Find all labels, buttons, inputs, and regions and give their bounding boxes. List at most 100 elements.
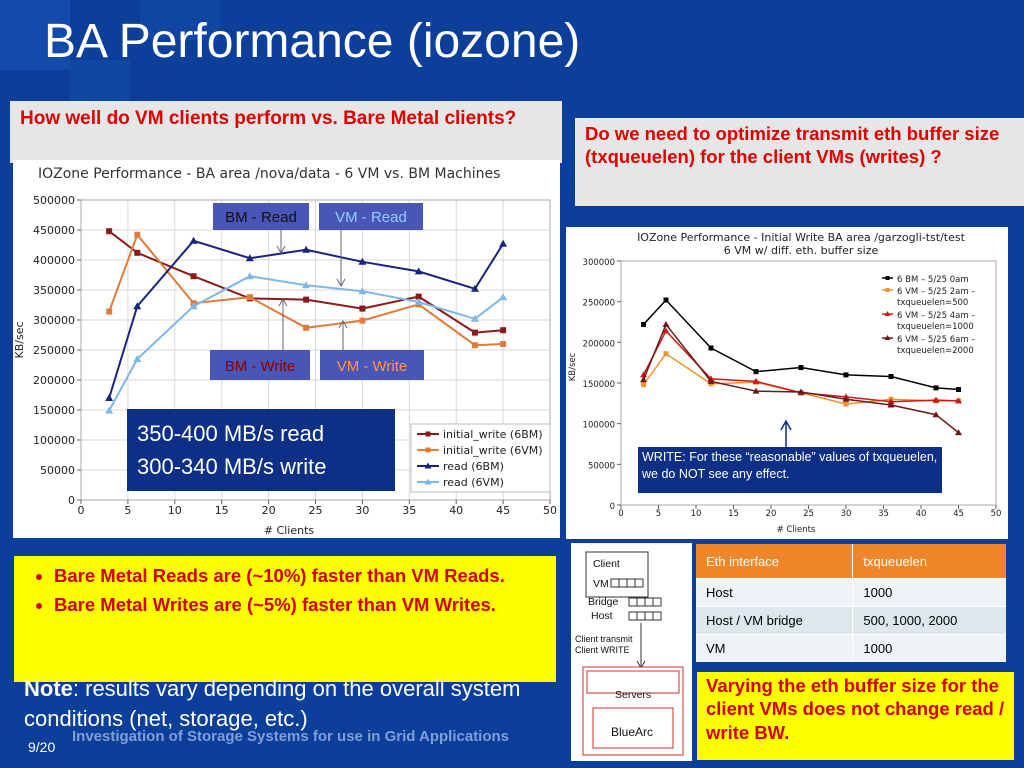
data-point [955, 429, 962, 436]
eth-col-header: Eth interface [696, 544, 854, 579]
data-point [956, 387, 961, 393]
bm-write-arrowhead [278, 297, 288, 307]
data-point [470, 284, 479, 292]
legend-marker [884, 335, 891, 340]
x-tick-label: 25 [803, 509, 814, 519]
bluearc-label: BlueArc [611, 725, 653, 739]
topology-svg: Client VM Bridge Host Client transmit Cl… [575, 551, 684, 756]
right-chart-ylabel: KB/sec [568, 352, 578, 381]
data-point [640, 376, 647, 383]
data-point [641, 321, 646, 327]
data-point [499, 239, 508, 247]
y-tick-label: 200000 [583, 339, 615, 349]
eth-cell: Host [696, 578, 854, 607]
x-tick-label: 5 [656, 509, 661, 519]
bm-read-label: BM - Read [225, 209, 297, 226]
client-label: Client [593, 558, 620, 570]
write-annotation-box [638, 447, 942, 493]
y-tick-label: 100000 [33, 434, 75, 447]
x-tick-label: 25 [309, 504, 323, 517]
write-annotation-text: WRITE: For these “reasonable” values of … [642, 450, 938, 481]
left-chart-ylabel: KB/sec [13, 321, 26, 358]
legend-label: 6 VM – 5/25 2am – [897, 287, 976, 297]
data-point [932, 411, 940, 418]
data-point [887, 401, 895, 408]
x-tick-label: 10 [168, 504, 182, 517]
legend-marker [424, 478, 432, 485]
left-chart-panel: IOZone Performance - BA area /nova/data … [13, 160, 560, 538]
bridge-buffer [628, 597, 662, 607]
data-point [471, 329, 478, 336]
finding-1: Bare Metal Reads are (~10%) faster than … [54, 564, 556, 587]
y-tick-label: 150000 [33, 404, 75, 417]
page-number: 9/20 [28, 739, 56, 755]
data-point [245, 254, 254, 262]
vm-write-box [320, 350, 424, 380]
summary-line2: 300-340 MB/s write [137, 454, 327, 479]
data-point [663, 351, 669, 357]
table-row: Host / VM bridge 500, 1000, 2000 [696, 606, 1006, 635]
findings-list: Bare Metal Reads are (~10%) faster than … [14, 564, 556, 617]
data-point [415, 293, 422, 300]
slide-title: BA Performance (iozone) [44, 15, 581, 68]
legend-label: 6 VM – 5/25 6am – [897, 335, 976, 345]
right-chart-panel: IOZone Performance - Initial Write BA ar… [566, 227, 1008, 539]
eth-table-header: Eth interface txqueuelen [696, 544, 1006, 579]
data-point [842, 395, 850, 402]
legend-marker [425, 431, 431, 437]
note-label: Note [24, 676, 73, 701]
servers-label: Servers [615, 689, 651, 701]
data-point [134, 231, 141, 238]
legend-marker [885, 276, 890, 280]
y-tick-label: 300000 [583, 258, 615, 268]
host-buffer [628, 611, 662, 621]
data-point [843, 372, 849, 378]
y-tick-label: 450000 [33, 224, 75, 237]
data-point [134, 249, 141, 256]
x-tick-label: 30 [355, 504, 369, 517]
legend-marker [884, 311, 891, 316]
data-point [359, 305, 366, 312]
bm-read-arrowhead [276, 245, 286, 255]
eth-table: Eth interface txqueuelen Host 1000 Host … [696, 544, 1006, 662]
data-point [302, 281, 311, 289]
data-point [133, 302, 142, 310]
data-point [471, 342, 478, 349]
data-point [708, 345, 714, 351]
data-point [797, 388, 805, 395]
bm-write-label: BM - Write [225, 358, 296, 375]
bluearc-box [592, 707, 674, 749]
vm-label: VM [593, 578, 609, 590]
eth-cell: 1000 [852, 634, 1006, 662]
y-tick-label: 0 [68, 494, 75, 507]
vm-read-label: VM - Read [335, 209, 407, 226]
data-point [358, 257, 367, 265]
x-tick-label: 15 [728, 509, 739, 519]
data-point [753, 369, 759, 375]
eth-cell: 500, 1000, 2000 [852, 606, 1006, 635]
right-chart-title-1: IOZone Performance - Initial Write BA ar… [637, 231, 966, 244]
y-tick-label: 200000 [33, 374, 75, 387]
question-right-text: Do we need to optimize transmit eth buff… [585, 123, 1000, 168]
client-box [585, 551, 649, 598]
legend-label: txqueuelen=2000 [897, 346, 974, 356]
data-point [500, 327, 507, 334]
footer-text: Investigation of Storage Systems for use… [72, 728, 510, 745]
legend-label: initial_write (6VM) [443, 444, 543, 457]
data-point [358, 287, 367, 295]
question-left: How well do VM clients perform vs. Bare … [10, 101, 562, 163]
data-point [499, 293, 508, 301]
series-line [642, 352, 959, 405]
data-point [843, 401, 849, 407]
data-point [190, 273, 197, 280]
conclusion-text: Varying the eth buffer size for the clie… [706, 675, 1005, 743]
x-tick-label: 0 [78, 504, 85, 517]
topology-diagram: Client VM Bridge Host Client transmit Cl… [571, 543, 692, 761]
background-square [140, 0, 220, 40]
eth-cell: Host / VM bridge [696, 606, 854, 635]
data-point [662, 327, 670, 334]
data-point [641, 382, 646, 388]
x-tick-label: 35 [878, 509, 889, 519]
legend-box [410, 423, 551, 493]
data-point [752, 387, 760, 394]
